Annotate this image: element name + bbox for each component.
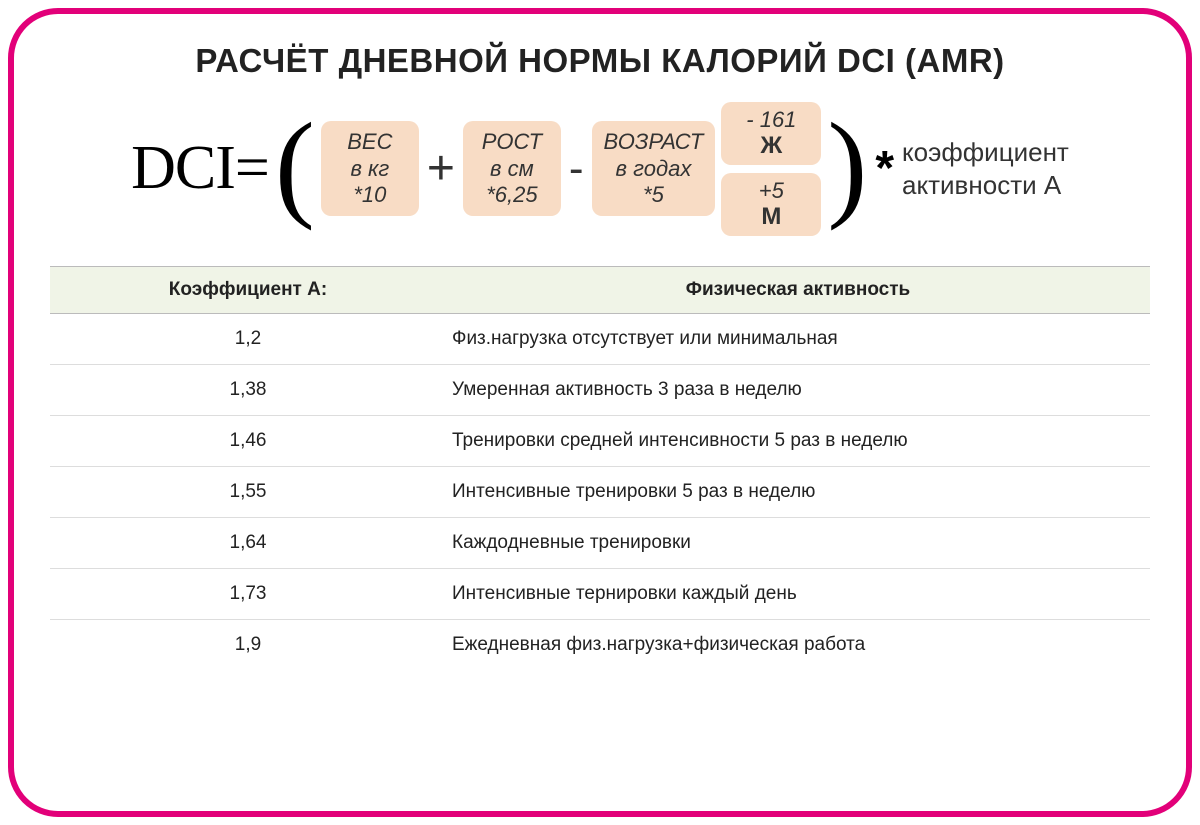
table-row: 1,2Физ.нагрузка отсутствует или минималь… [50,313,1150,364]
table-row: 1,38Умеренная активность 3 раза в неделю [50,364,1150,415]
cell-activity: Интенсивные тренировки 5 раз в неделю [446,466,1150,517]
table-row: 1,46Тренировки средней интенсивности 5 р… [50,415,1150,466]
term-age: ВОЗРАСТ в годах *5 [592,121,716,216]
activity-table: Коэффициент А: Физическая активность 1,2… [50,266,1150,670]
op-plus: + [425,141,457,196]
cell-coefficient: 1,2 [50,313,446,364]
coefficient-label: коэффициент активности А [902,136,1069,201]
gender-male-value: +5 [739,178,803,203]
term-age-l1: ВОЗРАСТ [604,129,704,155]
page-title: РАСЧЁТ ДНЕВНОЙ НОРМЫ КАЛОРИЙ DCI (AMR) [50,42,1150,80]
op-minus: - [567,144,586,194]
coefficient-label-l1: коэффициент [902,136,1069,169]
cell-coefficient: 1,64 [50,517,446,568]
table-row: 1,55Интенсивные тренировки 5 раз в недел… [50,466,1150,517]
term-height-l1: РОСТ [475,129,549,155]
term-weight: ВЕС в кг *10 [321,121,419,216]
term-age-l2: в годах [604,156,704,182]
cell-activity: Ежедневная физ.нагрузка+физическая работ… [446,619,1150,670]
gender-male-letter: М [739,203,803,231]
formula-lhs: DCI= [131,133,269,204]
term-weight-l3: *10 [333,182,407,208]
paren-close: ) [827,105,867,225]
cell-activity: Каждодневные тренировки [446,517,1150,568]
infographic-frame: РАСЧЁТ ДНЕВНОЙ НОРМЫ КАЛОРИЙ DCI (AMR) D… [8,8,1192,817]
gender-female-value: - 161 [739,107,803,132]
term-height-l2: в см [475,156,549,182]
cell-activity: Тренировки средней интенсивности 5 раз в… [446,415,1150,466]
cell-activity: Физ.нагрузка отсутствует или минимальная [446,313,1150,364]
header-coefficient: Коэффициент А: [50,266,446,313]
header-activity: Физическая активность [446,266,1150,313]
table-body: 1,2Физ.нагрузка отсутствует или минималь… [50,313,1150,670]
gender-male: +5 М [721,173,821,236]
coefficient-label-l2: активности А [902,169,1069,202]
gender-female: - 161 Ж [721,102,821,165]
paren-open: ( [275,105,315,225]
table-header-row: Коэффициент А: Физическая активность [50,266,1150,313]
gender-stack: - 161 Ж +5 М [721,102,821,236]
table-row: 1,73Интенсивные тернировки каждый день [50,568,1150,619]
cell-coefficient: 1,38 [50,364,446,415]
term-height: РОСТ в см *6,25 [463,121,561,216]
term-weight-l2: в кг [333,156,407,182]
cell-coefficient: 1,9 [50,619,446,670]
term-height-l3: *6,25 [475,182,549,208]
cell-activity: Умеренная активность 3 раза в неделю [446,364,1150,415]
formula: DCI= ( ВЕС в кг *10 + РОСТ в см *6,25 - … [50,102,1150,236]
cell-coefficient: 1,46 [50,415,446,466]
op-star: * [873,141,896,196]
gender-female-letter: Ж [739,132,803,160]
term-age-l3: *5 [604,182,704,208]
cell-coefficient: 1,55 [50,466,446,517]
table-row: 1,64Каждодневные тренировки [50,517,1150,568]
cell-coefficient: 1,73 [50,568,446,619]
term-weight-l1: ВЕС [333,129,407,155]
table-row: 1,9Ежедневная физ.нагрузка+физическая ра… [50,619,1150,670]
cell-activity: Интенсивные тернировки каждый день [446,568,1150,619]
